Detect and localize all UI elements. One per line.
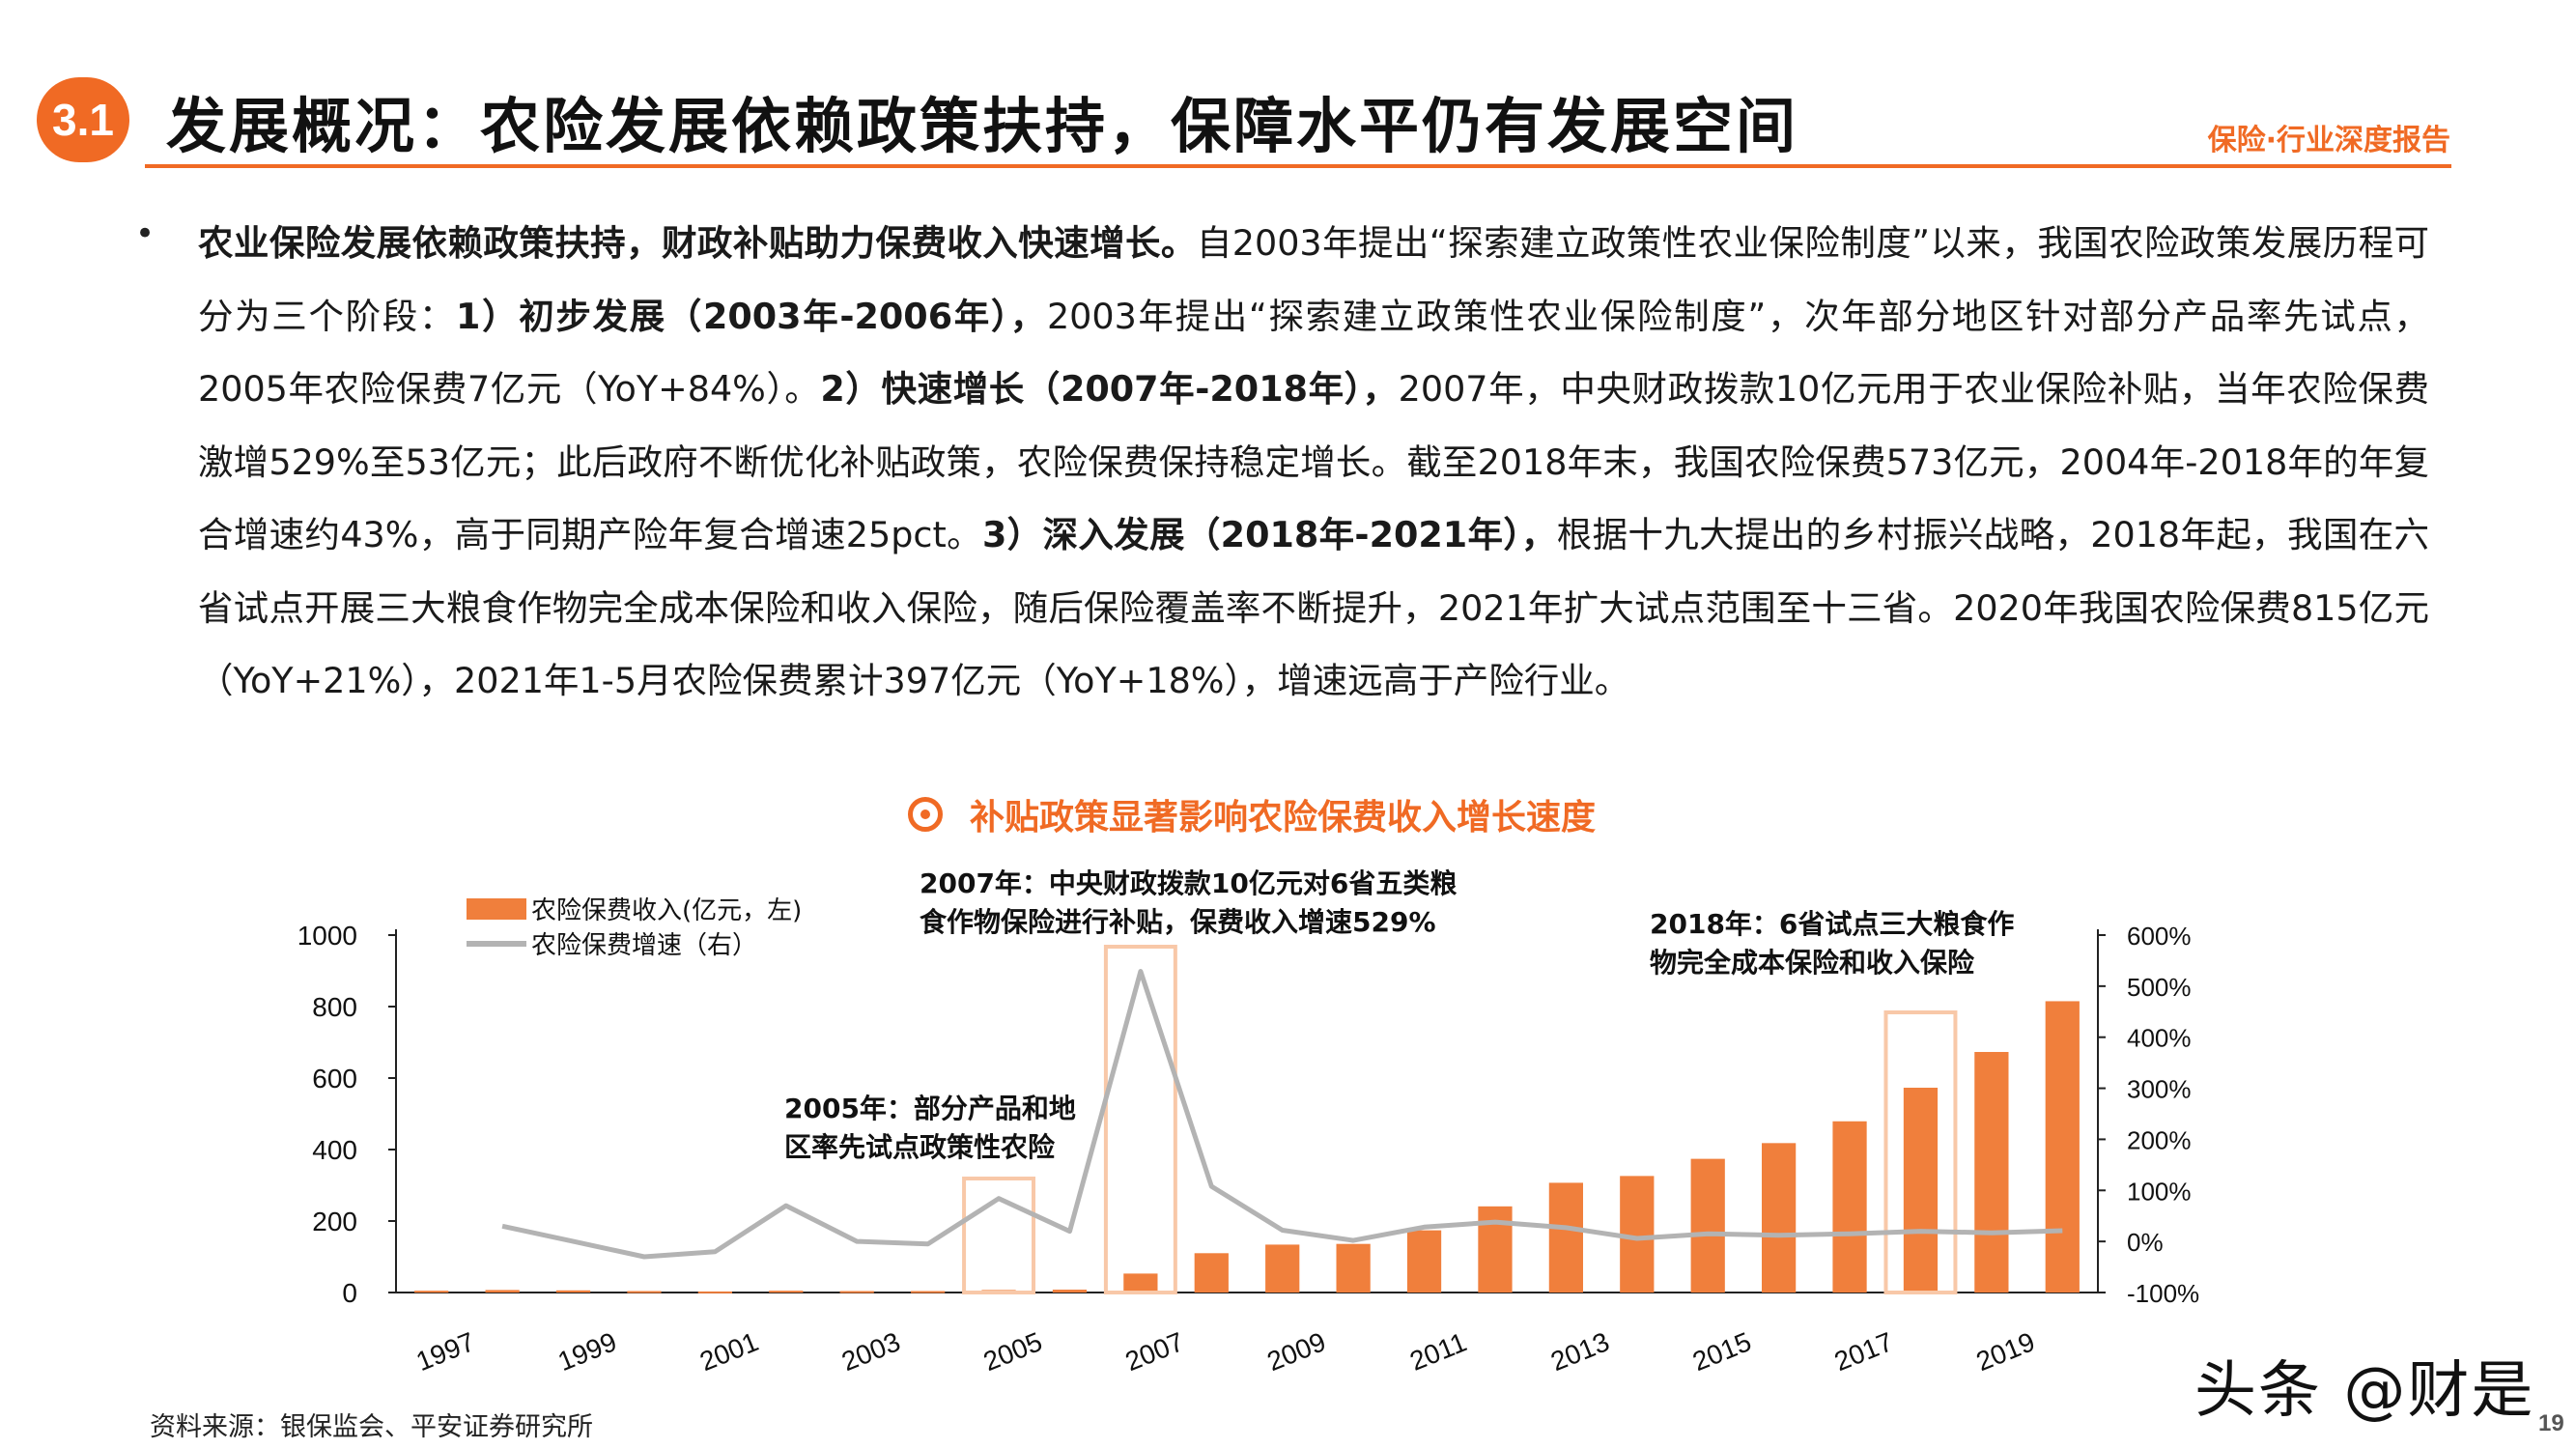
highlight-box-2018 xyxy=(1883,1010,1958,1294)
x-tick-label: 2015 xyxy=(1688,1326,1755,1377)
chart-title: 补贴政策显著影响农险保费收入增长速度 xyxy=(908,789,1596,839)
bar-2007 xyxy=(1123,1273,1158,1293)
annotation-2007: 2007年：中央财政拨款10亿元对6省五类粮 食作物保险进行补贴，保费收入增速5… xyxy=(920,865,1457,942)
y-right-tick-label: 100% xyxy=(2127,1177,2192,1206)
x-tick-label: 2003 xyxy=(837,1326,904,1377)
legend-bar-label: 农险保费收入(亿元，左) xyxy=(531,896,802,925)
y-left-tick-label: 400 xyxy=(312,1135,357,1165)
annotation-2018-line2: 物完全成本保险和收入保险 xyxy=(1650,947,1975,979)
bar-2000 xyxy=(627,1291,662,1293)
body-paragraph: 农业保险发展依赖政策扶持，财政补贴助力保费收入快速增长。自2003年提出“探索建… xyxy=(198,207,2429,718)
legend-bar-swatch xyxy=(467,898,526,920)
bar-2006 xyxy=(1052,1290,1088,1293)
y-right-tick-label: 600% xyxy=(2127,922,2192,951)
annotation-2007-line1: 2007年：中央财政拨款10亿元对6省五类粮 xyxy=(920,867,1458,899)
annotation-2005-line2: 区率先试点政策性农险 xyxy=(784,1131,1056,1163)
target-icon xyxy=(908,797,943,832)
annotation-2018: 2018年：6省试点三大粮食作 物完全成本保险和收入保险 xyxy=(1650,905,2014,982)
bar-2013 xyxy=(1548,1182,1583,1293)
section-number-badge: 3.1 xyxy=(37,77,129,162)
y-right-tick-label: 0% xyxy=(2127,1228,2164,1257)
report-tag: 保险·行业深度报告 xyxy=(2207,124,2450,157)
bar-2011 xyxy=(1406,1230,1442,1293)
bar-1997 xyxy=(414,1291,449,1293)
x-tick-label: 1999 xyxy=(553,1326,620,1377)
legend-line-label: 农险保费增速（右） xyxy=(531,931,757,960)
x-tick-label: 2019 xyxy=(1972,1326,2039,1377)
x-tick-label: 2007 xyxy=(1121,1326,1188,1377)
bar-2010 xyxy=(1336,1243,1371,1293)
paragraph-bold-run: 2）快速增长（2007年-2018年）， xyxy=(820,368,1399,410)
bar-2002 xyxy=(769,1291,804,1293)
paragraph-bold-run: 1）初步发展（2003年-2006年）， xyxy=(456,295,1047,337)
y-right-tick-label: 300% xyxy=(2127,1075,2192,1104)
bar-2017 xyxy=(1832,1121,1867,1293)
paragraph-bold-run: 3）深入发展（2018年-2021年）， xyxy=(981,514,1557,555)
y-left-tick-label: 600 xyxy=(312,1064,357,1094)
annotation-2005: 2005年：部分产品和地 区率先试点政策性农险 xyxy=(784,1090,1076,1167)
source-note: 资料来源：银保监会、平安证券研究所 xyxy=(150,1412,593,1442)
chart-title-text: 补贴政策显著影响农险保费收入增长速度 xyxy=(970,798,1597,838)
x-tick-label: 2001 xyxy=(695,1326,762,1377)
paragraph-text-run: 自2003年提出“探索建立政策性农业保险制度”以来，我国农险政策发展历程可分为三… xyxy=(198,222,2429,337)
x-tick-label: 1997 xyxy=(411,1326,478,1377)
bar-1999 xyxy=(555,1290,591,1293)
bar-2019 xyxy=(1974,1051,2009,1293)
bar-2003 xyxy=(839,1291,874,1293)
highlight-box-2007 xyxy=(1103,945,1177,1294)
y-left-tick-label: 200 xyxy=(312,1207,357,1236)
paragraph-text-run: 根据十九大提出的乡村振兴战略，2018年起，我国在六省试点开展三大粮食作物完全成… xyxy=(198,514,2429,701)
title-divider xyxy=(145,164,2451,168)
page-title: 发展概况：农险发展依赖政策扶持，保障水平仍有发展空间 xyxy=(166,91,1799,161)
paragraph-text-run: 2003年提出“探索建立政策性农业保险制度”，次年部分地区针对部分产品率先试点，… xyxy=(198,295,2429,411)
x-tick-label: 2005 xyxy=(979,1326,1046,1377)
bar-1998 xyxy=(485,1290,520,1293)
bar-2015 xyxy=(1690,1158,1725,1293)
bar-2012 xyxy=(1478,1206,1513,1293)
y-right-tick-label: -100% xyxy=(2127,1279,2199,1308)
x-tick-label: 2013 xyxy=(1546,1326,1613,1377)
bar-2008 xyxy=(1194,1253,1229,1293)
bar-2004 xyxy=(911,1291,946,1293)
y-right-tick-label: 400% xyxy=(2127,1024,2192,1053)
bar-2018 xyxy=(1903,1087,1939,1293)
y-left-tick-label: 1000 xyxy=(297,921,357,951)
bar-2001 xyxy=(697,1291,732,1293)
x-tick-label: 2017 xyxy=(1830,1326,1897,1377)
highlight-box-2005 xyxy=(962,1177,1036,1294)
bar-2009 xyxy=(1265,1244,1300,1293)
annotation-2007-line2: 食作物保险进行补贴，保费收入增速529% xyxy=(920,906,1436,938)
x-tick-label: 2009 xyxy=(1262,1326,1329,1377)
y-right-tick-label: 200% xyxy=(2127,1125,2192,1154)
y-right-tick-label: 500% xyxy=(2127,973,2192,1002)
x-tick-label: 2011 xyxy=(1405,1327,1470,1377)
y-left-tick-label: 0 xyxy=(342,1278,357,1308)
growth-rate-line xyxy=(501,969,2063,1260)
bar-2014 xyxy=(1620,1176,1655,1293)
watermark: 头条 @财是 xyxy=(2194,1355,2535,1427)
annotation-2005-line1: 2005年：部分产品和地 xyxy=(784,1093,1076,1124)
y-left-tick-label: 800 xyxy=(312,992,357,1022)
paragraph-text-run: 2007年，中央财政拨款10亿元用于农业保险补贴，当年农险保费激增529%至53… xyxy=(198,368,2429,555)
bullet-icon: • xyxy=(135,214,156,253)
page-number: 19 xyxy=(2538,1410,2564,1436)
bar-2016 xyxy=(1762,1143,1797,1293)
paragraph-bold-run: 农业保险发展依赖政策扶持，财政补贴助力保费收入快速增长。 xyxy=(198,222,1197,264)
annotation-2018-line1: 2018年：6省试点三大粮食作 xyxy=(1650,908,2015,940)
bar-2020 xyxy=(2045,1001,2080,1293)
